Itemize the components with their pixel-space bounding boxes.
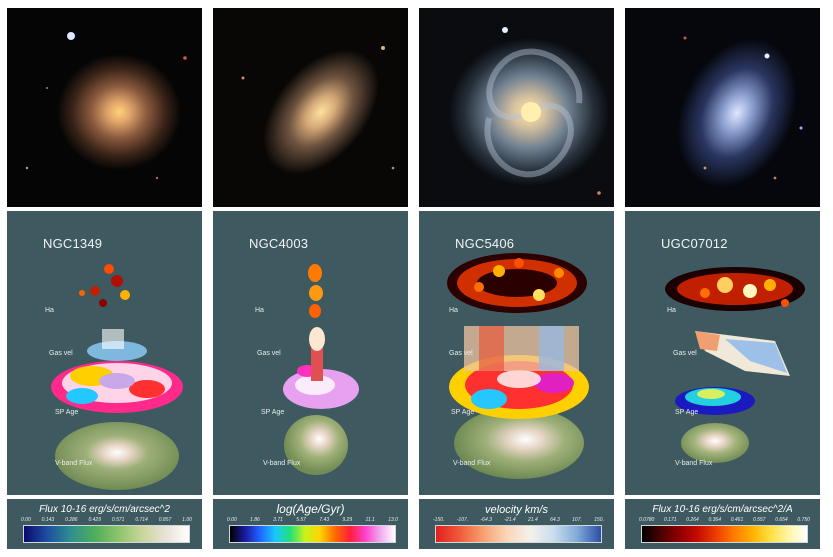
ifu-3d-maps <box>447 253 589 479</box>
colorbar-gradient <box>641 525 808 543</box>
colorbar-tick: -150. <box>433 517 445 523</box>
galaxy-name: NGC1349 <box>43 236 103 251</box>
colorbar-title: velocity km/s <box>485 504 548 516</box>
vband-flux-label: V-band Flux <box>263 460 301 467</box>
colorbar-tick: 11.1 <box>365 517 375 523</box>
colorbar-tick: 0.557 <box>752 517 766 523</box>
ha-label: Ha <box>667 307 676 314</box>
colorbar-tick: 150. <box>594 517 604 523</box>
colorbar-ticks: 0.0780 0.171 0.264 0.364 0.461 0.557 0.6… <box>639 517 810 523</box>
colorbar: velocity km/s -150. -107. -64.3 -21.4 21… <box>419 499 614 549</box>
colorbar-ticks: 0.00 0.143 0.286 0.429 0.571 0.714 0.857… <box>21 517 192 523</box>
ifu-3d-maps <box>283 264 359 475</box>
vband-flux-label: V-band Flux <box>675 460 713 467</box>
gas-vel-label: Gas vel <box>257 350 281 357</box>
galaxy-image <box>419 8 614 207</box>
colorbar-tick: -107. <box>456 517 469 523</box>
colorbar-tick: 13.0 <box>388 517 398 523</box>
colorbar-tick: 21.4 <box>528 517 538 523</box>
colorbar-tick: -21.4 <box>504 517 516 523</box>
ifu-maps-panel: NGC5406 Ha Gas vel SP Age V-band Flux <box>419 211 614 495</box>
colorbar-tick: 0.286 <box>65 517 78 523</box>
colorbar-tick: 3.71 <box>273 517 283 523</box>
colorbar-title: log(Age/Gyr) <box>276 502 345 516</box>
ha-label: Ha <box>45 307 54 314</box>
galaxy-image <box>7 8 202 207</box>
colorbar-tick: 107. <box>572 517 582 523</box>
colorbar-ticks: -150. -107. -64.3 -21.4 21.4 64.3 107. 1… <box>433 517 604 523</box>
ha-label: Ha <box>255 307 264 314</box>
colorbar-tick: 0.857 <box>158 517 172 523</box>
colorbar-tick: 0.264 <box>686 517 699 523</box>
colorbar-tick: 0.143 <box>41 517 55 523</box>
colorbar-tick: 1.86 <box>250 517 260 523</box>
colorbar-tick: 5.57 <box>296 517 306 523</box>
colorbar-tick: 0.714 <box>135 517 148 523</box>
galaxy-name: UGC07012 <box>661 236 728 251</box>
colorbar-ticks: 0.00 1.86 3.71 5.57 7.43 9.29 11.1 13.0 <box>227 517 398 523</box>
galaxy-photo <box>213 8 408 207</box>
ifu-maps-panel: NGC1349 Ha Gas vel SP Age V-band Flux <box>7 211 202 495</box>
colorbar-title: Flux 10-16 erg/s/cm/arcsec^2/A <box>652 504 793 515</box>
colorbar-gradient <box>435 525 602 543</box>
colorbar-gradient <box>229 525 396 543</box>
colorbar-gradient <box>23 525 190 543</box>
colorbar-tick: 0.571 <box>111 517 125 523</box>
galaxy-image <box>625 8 820 207</box>
sp-age-label: SP Age <box>675 409 699 416</box>
colorbar-tick: 0.654 <box>775 517 788 523</box>
ha-label: Ha <box>449 307 458 314</box>
colorbar-tick: -64.3 <box>480 517 492 523</box>
vband-flux-label: V-band Flux <box>55 460 93 467</box>
sp-age-label: SP Age <box>55 409 79 416</box>
gas-vel-label: Gas vel <box>49 350 73 357</box>
galaxy-column-4: UGC07012 Ha Gas vel SP Age V-band Flux F… <box>625 0 820 557</box>
galaxy-photo <box>7 8 202 207</box>
colorbar-tick: 0.00 <box>21 517 31 523</box>
galaxy-photo <box>419 8 614 207</box>
colorbar-tick: 0.461 <box>730 517 744 523</box>
sp-age-label: SP Age <box>261 409 285 416</box>
colorbar-tick: 0.00 <box>227 517 237 523</box>
ifu-3d-maps <box>665 267 805 463</box>
colorbar-tick: 7.43 <box>319 517 330 523</box>
galaxy-column-1: NGC1349 Ha Gas vel SP Age V-band Flux Fl… <box>7 0 202 557</box>
sp-age-label: SP Age <box>451 409 475 416</box>
galaxy-photo <box>625 8 820 207</box>
colorbar-tick: 0.0780 <box>639 517 655 523</box>
colorbar-title: Flux 10-16 erg/s/cm/arcsec^2 <box>39 504 170 515</box>
gas-vel-label: Gas vel <box>449 350 473 357</box>
ifu-3d-maps <box>51 264 183 490</box>
vband-flux-label: V-band Flux <box>453 460 491 467</box>
ifu-maps-panel: NGC4003 Ha Gas vel SP Age V-band Flux <box>213 211 408 495</box>
colorbar-tick: 1.00 <box>182 517 192 523</box>
colorbar-tick: 0.429 <box>88 517 101 523</box>
galaxy-column-3: NGC5406 Ha Gas vel SP Age V-band Flux ve… <box>419 0 614 557</box>
colorbar-tick: 9.29 <box>342 517 353 523</box>
colorbar-tick: 0.171 <box>664 517 677 523</box>
colorbar: log(Age/Gyr) 0.00 1.86 3.71 5.57 7.43 9.… <box>213 499 408 549</box>
gas-vel-label: Gas vel <box>673 350 697 357</box>
colorbar-tick: 64.3 <box>550 517 560 523</box>
galaxy-column-2: NGC4003 Ha Gas vel SP Age V-band Flux lo… <box>213 0 408 557</box>
ifu-maps-panel: UGC07012 Ha Gas vel SP Age V-band Flux <box>625 211 820 495</box>
galaxy-name: NGC4003 <box>249 236 309 251</box>
colorbar-tick: 0.364 <box>708 517 721 523</box>
colorbar-tick: 0.750 <box>797 517 810 523</box>
colorbar: Flux 10-16 erg/s/cm/arcsec^2/A 0.0780 0.… <box>625 499 820 549</box>
colorbar: Flux 10-16 erg/s/cm/arcsec^2 0.00 0.143 … <box>7 499 202 549</box>
galaxy-image <box>213 8 408 207</box>
galaxy-name: NGC5406 <box>455 236 515 251</box>
